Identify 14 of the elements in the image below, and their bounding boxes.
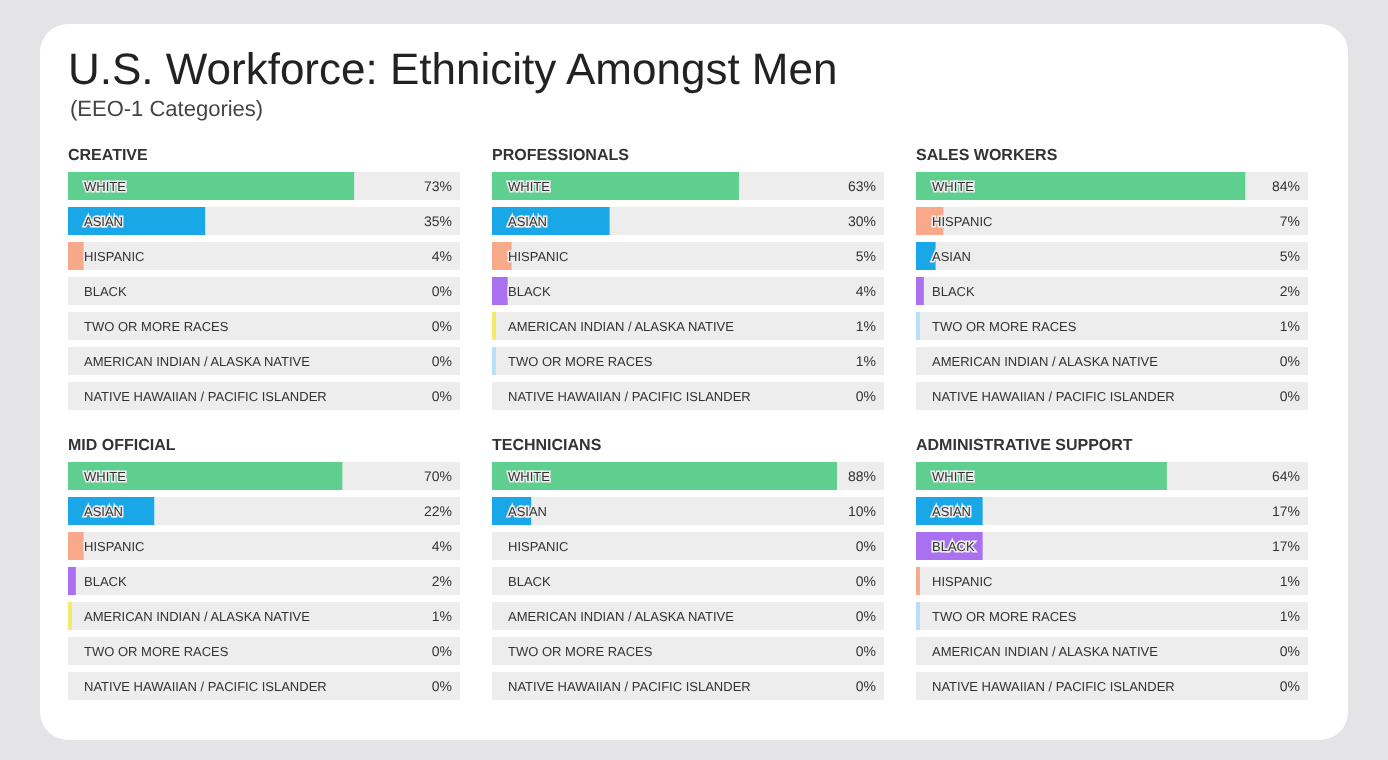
bar <box>68 532 84 560</box>
bar <box>916 242 936 270</box>
text: (EEO-1 Categories) <box>70 98 264 122</box>
bar <box>492 277 508 305</box>
chart-title: PROFESSIONALS <box>492 146 631 164</box>
bar <box>916 277 924 305</box>
bar <box>492 242 512 270</box>
chart-title: MID OFFICIAL <box>68 436 176 454</box>
chart-title: CREATIVE <box>68 146 150 164</box>
chart-title: SALES WORKERS <box>916 146 1059 164</box>
text: U.S. Workforce: Ethnicity Amongst Men <box>68 44 838 94</box>
chart-title: TECHNICIANS <box>492 436 603 454</box>
chart-title: ADMINISTRATIVE SUPPORT <box>916 436 1133 454</box>
bar <box>68 567 76 595</box>
